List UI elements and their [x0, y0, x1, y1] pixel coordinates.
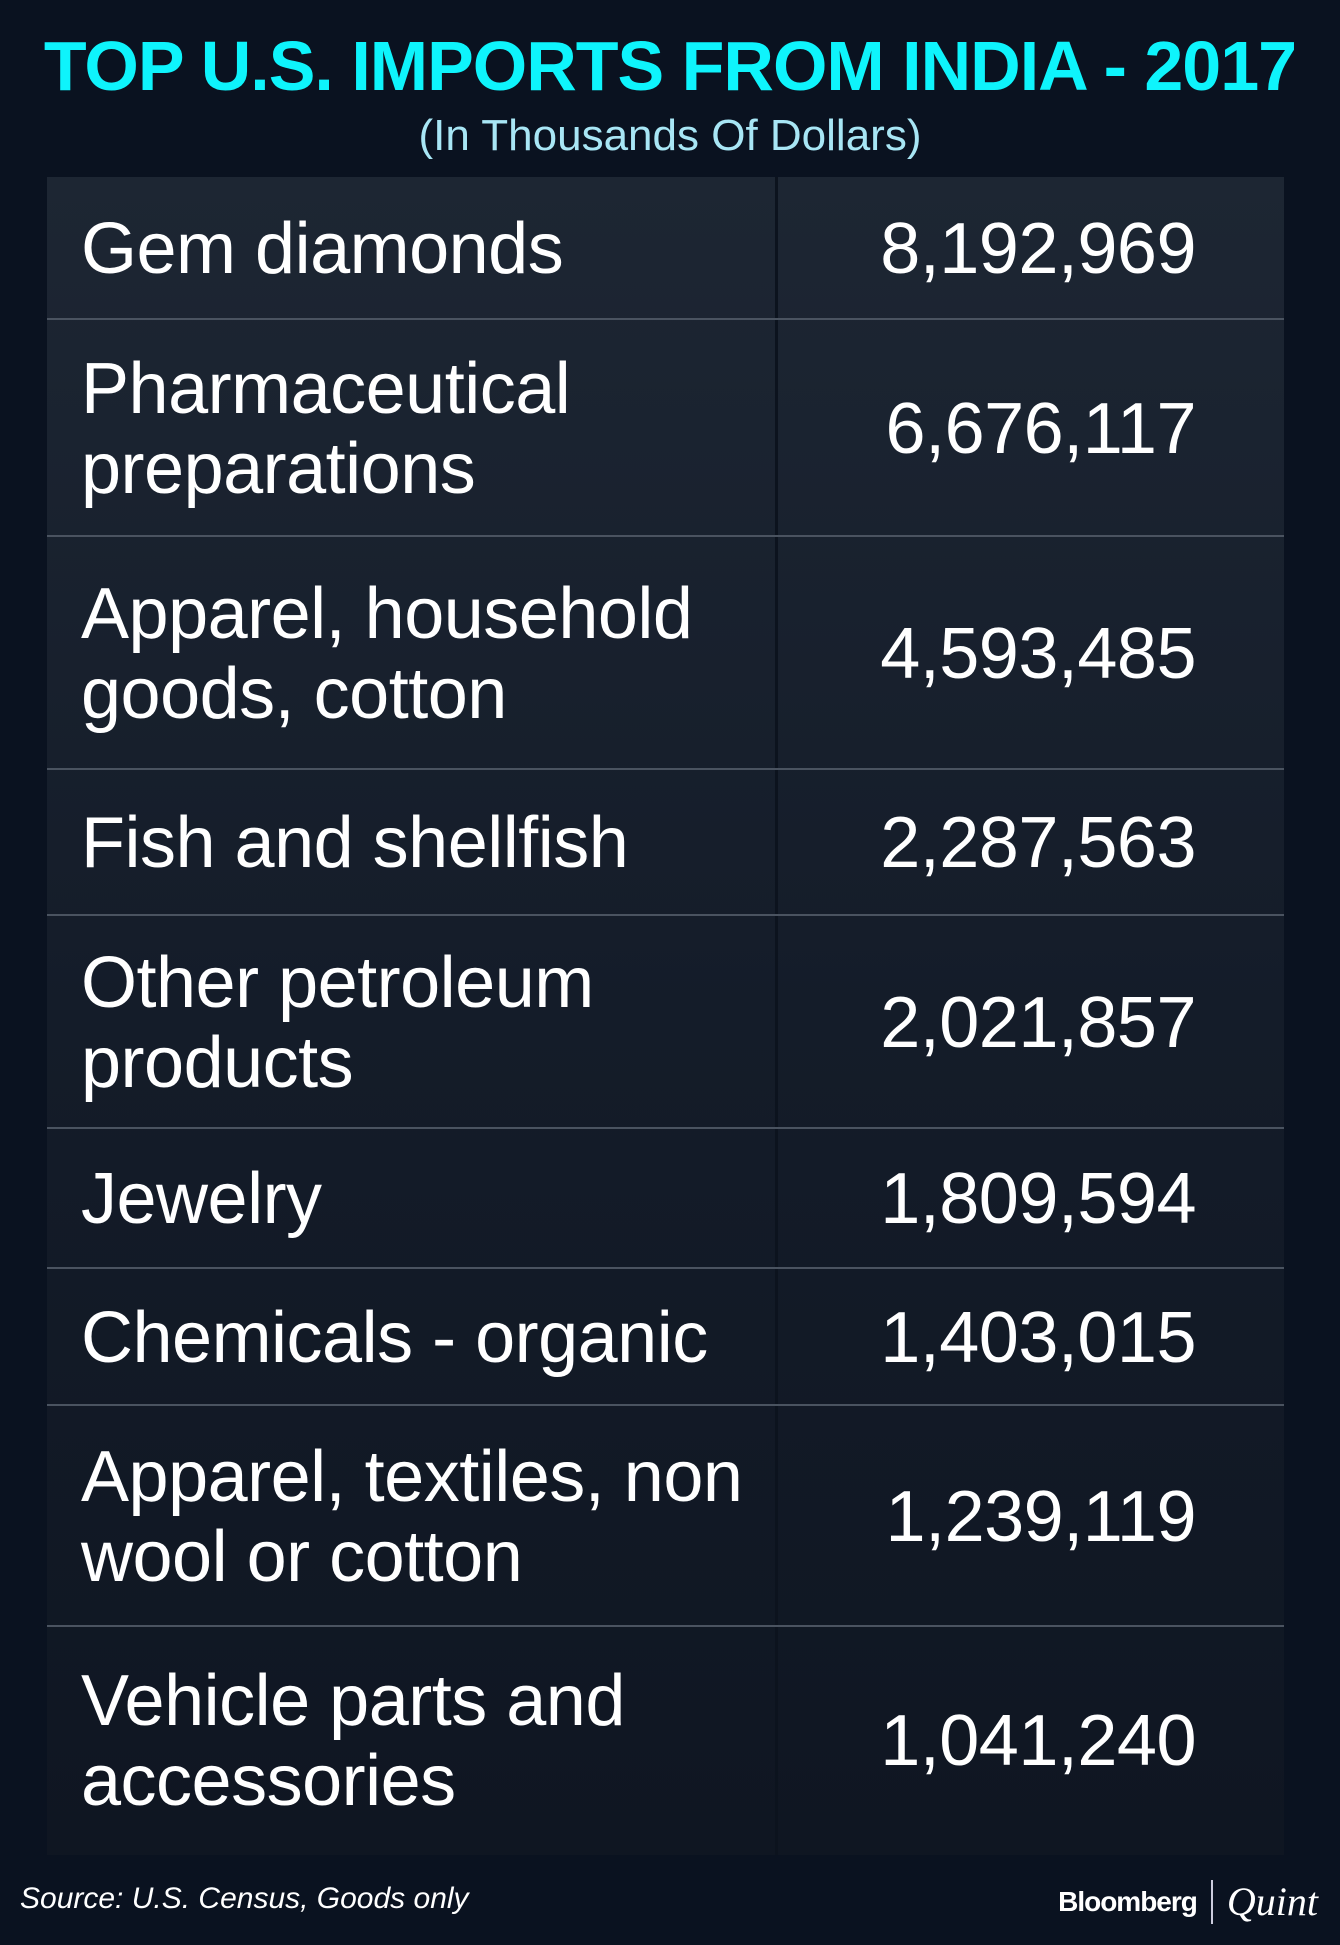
row-value: 6,676,117: [885, 388, 1197, 469]
row-value: 2,021,857: [880, 982, 1196, 1063]
bloomberg-quint-logo: Bloomberg Quint: [1058, 1878, 1318, 1925]
row-value: 8,192,969: [880, 208, 1196, 289]
row-divider: [47, 1404, 1284, 1406]
row-value: 1,403,015: [880, 1297, 1196, 1378]
table-row: Chemicals - organic 1,403,015: [47, 1269, 1284, 1406]
page-title: TOP U.S. IMPORTS FROM INDIA - 2017: [43, 27, 1297, 105]
row-divider: [47, 1267, 1284, 1269]
row-divider: [47, 1127, 1284, 1129]
table-row: Apparel, household goods, cotton 4,593,48…: [47, 537, 1284, 770]
row-value: 2,287,563: [880, 803, 1196, 883]
table-row: Apparel, textiles, non wool or cotton 1,2…: [47, 1406, 1284, 1627]
quint-wordmark: Quint: [1226, 1879, 1318, 1924]
row-value: 1,809,594: [880, 1159, 1196, 1239]
table-row: Gem diamonds 8,192,969: [47, 177, 1284, 320]
table-row: Vehicle parts and accessories 1,041,240: [47, 1627, 1284, 1855]
row-label: Chemicals - organic: [81, 1297, 708, 1378]
row-divider: [47, 535, 1284, 537]
row-label: Apparel, textiles, non wool or cotton: [81, 1436, 743, 1597]
table-row: Fish and shellfish 2,287,563: [47, 770, 1284, 916]
row-label: Gem diamonds: [81, 208, 564, 289]
row-label: Pharmaceutical preparations: [81, 348, 571, 509]
table-row: Pharmaceutical preparations 6,676,117: [47, 320, 1284, 537]
row-label: Other petroleum products: [81, 942, 594, 1103]
source-note: Source: U.S. Census, Goods only: [20, 1882, 469, 1915]
row-value: 1,041,240: [880, 1701, 1196, 1781]
row-label: Fish and shellfish: [81, 803, 629, 883]
column-divider: [775, 177, 778, 1855]
bloomberg-wordmark: Bloomberg: [1058, 1885, 1198, 1917]
table-row: Jewelry 1,809,594: [47, 1129, 1284, 1269]
row-divider: [47, 914, 1284, 916]
row-label: Vehicle parts and accessories: [81, 1661, 625, 1821]
row-value: 1,239,119: [885, 1476, 1197, 1557]
row-label: Jewelry: [81, 1159, 322, 1239]
row-label: Apparel, household goods, cotton: [81, 573, 693, 734]
imports-table: Gem diamonds 8,192,969 Pharmaceutical prep…: [47, 177, 1284, 1855]
table-row: Other petroleum products 2,021,857: [47, 916, 1284, 1129]
row-divider: [47, 318, 1284, 320]
page-subtitle: (In Thousands Of Dollars): [418, 111, 922, 160]
row-divider: [47, 1625, 1284, 1627]
logo-divider: [1210, 1879, 1213, 1924]
row-divider: [47, 768, 1284, 770]
row-value: 4,593,485: [880, 613, 1196, 694]
